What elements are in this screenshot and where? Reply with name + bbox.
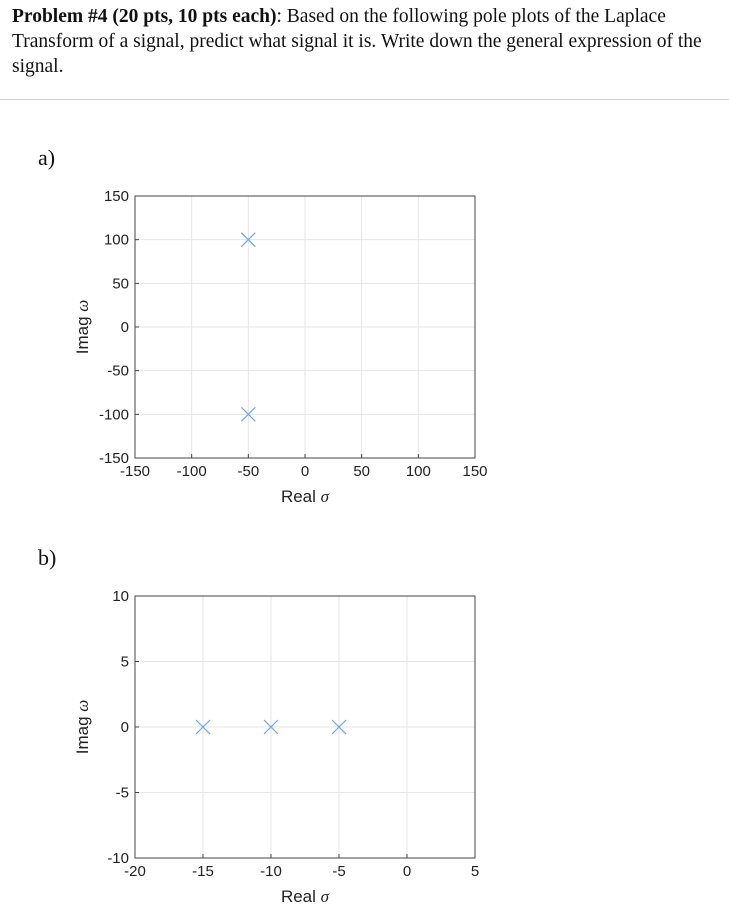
grid <box>134 195 476 459</box>
y-tick-label: -50 <box>107 363 129 380</box>
y-tick-label: -10 <box>107 850 129 867</box>
x-axis-label: Real σ <box>281 487 330 506</box>
x-tick-label: -15 <box>192 863 214 880</box>
x-tick-label: 0 <box>301 463 309 480</box>
y-tick-label: 10 <box>112 588 129 605</box>
x-tick-label: 0 <box>403 863 411 880</box>
y-axis-label: Imag ω <box>73 700 92 755</box>
pole-plot-a: -150 -100 -50 0 50 100 150 -150 -100 -50 0 50 100 150… <box>73 188 488 506</box>
y-tick-label: -100 <box>99 406 129 423</box>
pole-marker <box>263 719 279 735</box>
part-a-label: a) <box>38 145 56 170</box>
pole-marker <box>240 232 256 248</box>
pole-plot-b: -20 -15 -10 -5 0 5 -10 -5 0 5 10 Real σ Imag ω <box>73 588 479 906</box>
x-tick-label: -100 <box>177 463 207 480</box>
problem-heading: Problem #4 (20 pts, 10 pts each) <box>12 6 277 27</box>
y-axis-label: Imag ω <box>73 300 92 355</box>
x-tick-label: -150 <box>120 463 150 480</box>
pole-marker <box>195 719 211 735</box>
x-tick-label: -50 <box>237 463 259 480</box>
problem-body: : Based on the following pole plots of t… <box>12 6 702 77</box>
y-tick-label: 0 <box>121 719 129 736</box>
y-tick-label: 0 <box>121 319 129 336</box>
y-tick-label: 50 <box>112 275 129 292</box>
x-tick-label: -20 <box>124 863 146 880</box>
y-tick-label: -5 <box>116 785 129 802</box>
x-tick-label: 5 <box>471 863 479 880</box>
y-tick-label: 100 <box>104 232 129 249</box>
pole-marker <box>240 406 256 422</box>
divider <box>0 99 729 100</box>
x-tick-label: 100 <box>406 463 431 480</box>
pole-marker <box>331 719 347 735</box>
x-tick-label: -5 <box>332 863 345 880</box>
x-tick-label: -10 <box>260 863 282 880</box>
part-b-label: b) <box>38 545 57 570</box>
x-axis-label: Real σ <box>281 887 330 906</box>
grid <box>134 595 476 859</box>
x-tick-label: 50 <box>353 463 370 480</box>
y-tick-label: 5 <box>121 654 129 671</box>
x-tick-label: 150 <box>462 463 487 480</box>
y-tick-label: -150 <box>99 450 129 467</box>
y-tick-label: 150 <box>104 188 129 205</box>
problem-statement: Problem #4 (20 pts, 10 pts each): Based … <box>12 4 712 79</box>
